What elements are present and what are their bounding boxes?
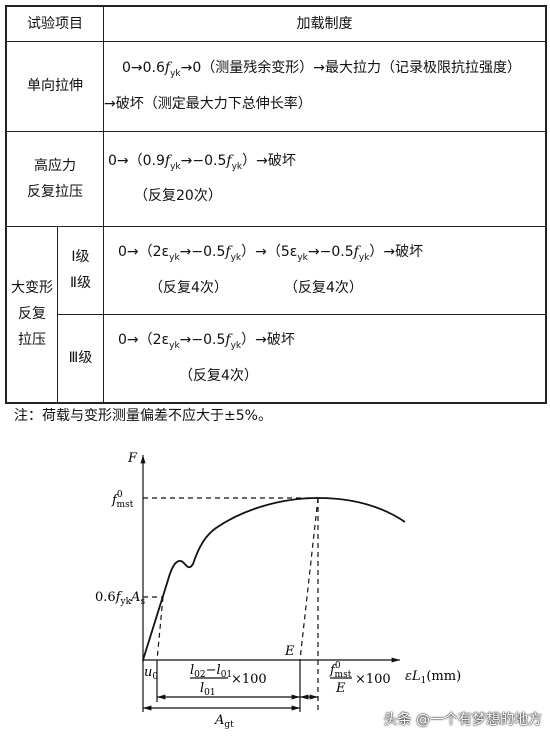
text: f	[225, 244, 231, 261]
x-axis-label: εL1(mm)	[405, 669, 461, 686]
text: A	[214, 713, 224, 728]
text: yk	[120, 597, 132, 607]
text: f	[353, 244, 359, 261]
text: （反复20次）	[134, 188, 222, 205]
text: ）→破坏	[241, 332, 295, 349]
text: l	[190, 663, 194, 678]
test-table: 试验项目 加载制度 单向拉伸 0→0.6fyk→0（测量残余变形）→最大拉力（记…	[5, 5, 547, 404]
text: →−0.5	[180, 152, 227, 169]
text: f	[115, 590, 123, 605]
text: l	[200, 681, 204, 696]
text: 0	[335, 661, 341, 671]
fraction-num: f0 mst	[329, 661, 352, 680]
text: 0→（2ε	[118, 332, 170, 349]
text: 02	[194, 670, 205, 680]
grade-label: Ⅰ级 Ⅱ级	[57, 225, 104, 315]
text: 01	[221, 670, 232, 680]
yield-label: 0.6fykAs	[95, 590, 145, 607]
dashed-line	[299, 497, 319, 661]
text: →0（测量残余变形）→最大拉力（记录极限抗拉强度）	[180, 60, 522, 77]
text: （反复4次）	[284, 279, 363, 296]
fraction-num: l02−l01	[190, 663, 232, 680]
text: 高应力	[34, 157, 76, 174]
fraction-den: l01	[200, 681, 216, 698]
note: 注：荷载与变形测量偏差不应大于±5%。	[14, 408, 272, 424]
text: 0	[117, 490, 123, 500]
text: mst	[117, 500, 134, 510]
text: （反复4次）	[149, 279, 228, 296]
fraction-den: E	[335, 681, 346, 696]
text: l	[217, 663, 221, 678]
text: f	[329, 663, 337, 678]
text: yk	[231, 161, 243, 172]
text: yk	[297, 252, 308, 263]
curve	[142, 497, 406, 661]
text: →−0.5	[179, 244, 226, 261]
row-label: 大变形 反复 拉压	[5, 225, 58, 404]
y-axis-label: F	[127, 451, 138, 466]
text: u	[144, 665, 152, 680]
text: 反复拉压	[27, 183, 83, 200]
text: L	[411, 669, 421, 684]
text: →−0.5	[179, 332, 226, 349]
text: yk	[170, 68, 181, 79]
peak-label: f0 mst	[111, 490, 134, 510]
row-content: 0→（2εyk→−0.5fyk）→破坏 （反复4次）	[103, 313, 547, 404]
text: yk	[358, 252, 370, 263]
text: 0→（0.9	[108, 152, 165, 169]
row-content: 0→0.6fyk→0（测量残余变形）→最大拉力（记录极限抗拉强度） →破坏（测定…	[103, 40, 547, 132]
text: f	[225, 332, 231, 349]
text: 拉压	[18, 332, 46, 349]
text: 大变形	[11, 280, 53, 297]
text: ）→破坏	[242, 152, 296, 169]
text: yk	[170, 161, 181, 172]
text: f	[164, 60, 171, 77]
text: ε	[405, 669, 412, 684]
dashed-line	[156, 596, 164, 661]
text: −	[206, 663, 217, 678]
text: 01	[204, 688, 215, 698]
text: gt	[224, 720, 234, 730]
text: yk	[169, 341, 180, 352]
text: f	[111, 493, 119, 508]
text: yk	[230, 341, 242, 352]
text: (mm)	[426, 669, 461, 684]
watermark: 头条 @一个有梦想的地方	[383, 712, 542, 728]
text: Ⅱ级	[70, 275, 91, 291]
text: 0→0.6	[122, 60, 165, 77]
text: A	[130, 590, 140, 605]
factor: ×100	[231, 672, 267, 687]
text: mst	[335, 670, 352, 680]
factor: ×100	[355, 672, 391, 687]
e-label: E	[284, 644, 295, 659]
text: f	[226, 152, 232, 169]
text: →破坏（测定最大力下总伸长率）	[104, 95, 312, 112]
grade-label: Ⅲ级	[57, 313, 104, 404]
text: 反复	[18, 306, 46, 323]
header-cell: 加载制度	[103, 5, 547, 42]
text: （反复4次）	[179, 368, 258, 385]
text: Ⅰ级	[71, 249, 90, 265]
text: ）→破坏	[369, 244, 424, 261]
text: 1	[421, 676, 427, 686]
text: s	[140, 597, 145, 607]
text: 0→（2ε	[118, 244, 170, 261]
text: 0	[152, 672, 158, 682]
text: ）→（5ε	[241, 244, 298, 261]
text: yk	[169, 252, 180, 263]
agt-label: Agt	[214, 713, 234, 730]
u0-label: u0	[144, 665, 158, 682]
text: f	[164, 152, 171, 169]
text: →−0.5	[307, 244, 354, 261]
row-content: 0→（2εyk→−0.5fyk）→（5εyk→−0.5fyk）→破坏 （反复4次…	[103, 225, 547, 315]
text: 0.6	[95, 590, 116, 605]
text: yk	[230, 252, 242, 263]
